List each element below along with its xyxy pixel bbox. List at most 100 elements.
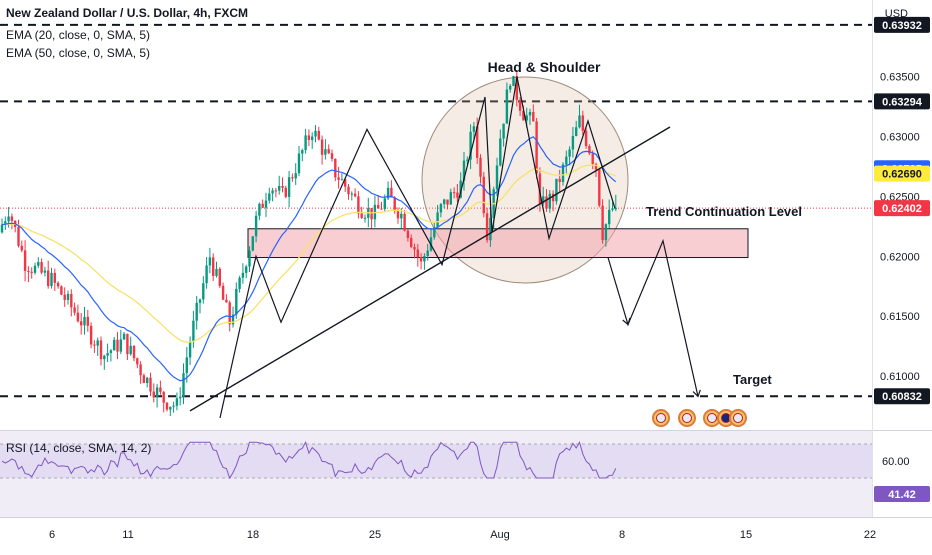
candle-body <box>393 197 396 211</box>
x-tick-label: 15 <box>740 529 752 541</box>
candle-body <box>291 177 294 179</box>
candle-body <box>495 165 499 190</box>
currency-label: USD <box>884 8 908 20</box>
candle-body <box>410 237 413 247</box>
candle-body <box>363 217 367 219</box>
candle-body <box>106 352 109 356</box>
candle-body <box>129 345 132 355</box>
candle-body <box>558 178 561 183</box>
candle-body <box>545 196 548 209</box>
candle-body <box>80 321 83 326</box>
candle-body <box>469 131 472 160</box>
head-shoulder-label: Head & Shoulder <box>488 59 601 75</box>
candle-body <box>604 224 608 241</box>
candle-body <box>274 190 278 192</box>
candle-body <box>571 135 575 150</box>
rsi-badge <box>874 486 930 502</box>
candle-body <box>212 257 215 276</box>
candle-body <box>502 123 505 139</box>
projection-arrow-1 <box>622 317 631 326</box>
candle-body <box>182 373 185 397</box>
price-badge-text-ema50: 0.62690 <box>882 169 922 181</box>
candle-body <box>235 288 238 315</box>
ema50-line <box>1 164 617 343</box>
candle-body <box>50 272 53 287</box>
candle-body <box>535 121 538 174</box>
candle-body <box>188 341 192 358</box>
target-label: Target <box>733 372 772 387</box>
candle-body <box>27 270 30 272</box>
candle-body <box>584 130 588 147</box>
candle-body <box>146 377 149 384</box>
candle-body <box>63 294 66 300</box>
candle-body <box>281 186 284 188</box>
candle-body <box>241 272 245 278</box>
candle-body <box>198 299 202 303</box>
x-tick-label: Aug <box>490 529 510 541</box>
candle-body <box>578 115 581 128</box>
projection-path <box>607 238 699 397</box>
candle-body <box>113 339 116 351</box>
candle-body <box>327 149 330 154</box>
candle-body <box>561 164 565 183</box>
candle-body <box>43 270 47 273</box>
price-badge-ema50 <box>874 165 930 182</box>
y-tick-label: 0.62000 <box>880 251 920 263</box>
candle-body <box>426 250 429 256</box>
candle-body <box>466 159 469 161</box>
price-badge-level-target <box>874 388 930 405</box>
candle-body <box>357 196 360 214</box>
candle-body <box>142 375 146 384</box>
x-tick-label: 18 <box>247 529 259 541</box>
price-badge-level-upper <box>874 93 930 110</box>
x-tick-label: 22 <box>864 529 876 541</box>
candle-body <box>479 157 482 177</box>
candle-body <box>159 387 162 392</box>
candle-body <box>509 85 512 90</box>
candle-body <box>575 127 578 136</box>
candle-body <box>436 212 439 228</box>
ema20-line <box>1 136 617 382</box>
candle-body <box>611 208 614 210</box>
candle-body <box>406 230 410 238</box>
candle-body <box>459 180 462 198</box>
candle-body <box>334 158 337 178</box>
rsi-badge-text: 41.42 <box>888 489 916 501</box>
candle-body <box>522 110 525 121</box>
price-badge-text-level-upper: 0.63294 <box>882 96 923 108</box>
trendline <box>189 126 671 412</box>
candle-body <box>330 153 334 159</box>
ema20-label: EMA (20, close, 0, SMA, 5) <box>6 28 151 42</box>
candle-body <box>93 344 96 346</box>
candle-body <box>278 186 281 191</box>
candle-body <box>311 136 314 140</box>
x-tick-label: 11 <box>122 529 133 541</box>
rsi-line <box>1 441 617 480</box>
candle-body <box>423 255 426 262</box>
candle-body <box>380 208 383 210</box>
candle-body <box>119 339 122 352</box>
price-badge-text-level-top: 0.63932 <box>882 20 922 32</box>
event-icon-inner <box>733 413 743 423</box>
projection-arrow-2 <box>692 389 701 398</box>
candle-body <box>462 160 466 181</box>
candle-body <box>175 398 179 406</box>
candle-body <box>505 89 509 124</box>
candle-body <box>136 358 139 365</box>
candle-body <box>449 192 452 205</box>
candle-body <box>337 177 340 180</box>
candle-body <box>485 213 489 241</box>
candle-body <box>40 261 43 273</box>
candle-body <box>264 200 268 208</box>
candle-body <box>56 282 60 287</box>
candle-body <box>317 130 320 140</box>
candle-body <box>452 192 456 194</box>
candles-group <box>0 69 617 417</box>
candle-body <box>37 261 40 266</box>
candle-body <box>149 377 152 392</box>
candle-body <box>139 364 142 376</box>
candle-body <box>383 198 386 210</box>
candle-body <box>413 246 416 250</box>
candle-body <box>23 250 27 271</box>
